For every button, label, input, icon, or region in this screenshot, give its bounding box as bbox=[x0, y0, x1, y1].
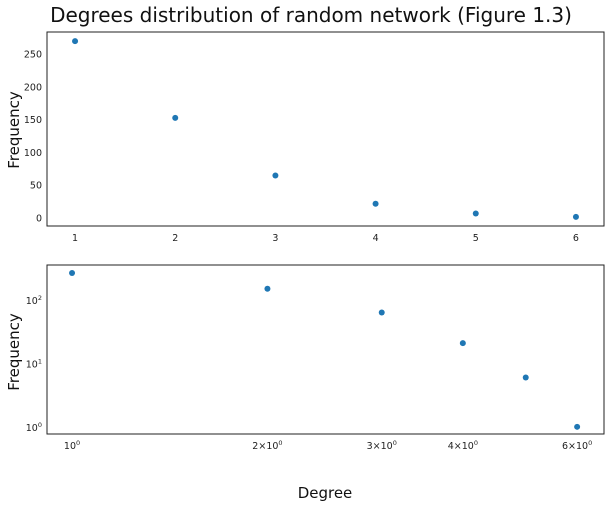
axes-frame bbox=[46, 31, 605, 227]
data-point bbox=[72, 38, 79, 45]
x-tick-exponent: 0 bbox=[278, 439, 282, 447]
linear-scatter-panel: 1 2 3 4 5 6 0 50 100 150 200 250 bbox=[24, 31, 605, 244]
x-tick-mantissa: 4× bbox=[448, 441, 462, 452]
x-tick-exponent: 0 bbox=[588, 439, 592, 447]
x-tick-label: 4×100 bbox=[448, 439, 478, 452]
y-tick-label: 250 bbox=[24, 50, 42, 61]
x-tick-mantissa: 2× bbox=[252, 441, 266, 452]
data-point bbox=[572, 213, 579, 220]
x-tick-base: 10 bbox=[266, 441, 278, 452]
chart-title: Degrees distribution of random network (… bbox=[50, 3, 572, 27]
y-tick-exponent: 2 bbox=[38, 294, 42, 302]
x-tick-exponent: 0 bbox=[76, 439, 80, 447]
x-tick-label: 5 bbox=[473, 233, 479, 244]
y-tick-label: 100 bbox=[26, 421, 42, 434]
x-tick-label: 2×100 bbox=[252, 439, 282, 452]
x-tick-label: 6 bbox=[573, 233, 579, 244]
data-point bbox=[272, 172, 279, 179]
x-tick-base: 10 bbox=[381, 441, 393, 452]
y-tick-label: 0 bbox=[36, 213, 42, 224]
x-tick-label: 6×100 bbox=[562, 439, 592, 452]
bottom-x-axis-label: Degree bbox=[298, 484, 353, 502]
data-point bbox=[378, 309, 385, 316]
y-tick-label: 50 bbox=[30, 181, 42, 192]
x-tick-label: 2 bbox=[172, 233, 178, 244]
x-tick-mantissa: 6× bbox=[562, 441, 576, 452]
data-point bbox=[522, 374, 529, 381]
data-point bbox=[264, 285, 271, 292]
y-tick-label: 100 bbox=[24, 148, 42, 159]
y-tick-label: 102 bbox=[26, 294, 42, 307]
data-point bbox=[69, 270, 76, 277]
x-tick-label: 4 bbox=[373, 233, 379, 244]
y-tick-base: 10 bbox=[26, 423, 38, 434]
x-tick-base: 10 bbox=[576, 441, 588, 452]
x-tick-label: 3×100 bbox=[367, 439, 397, 452]
y-tick-base: 10 bbox=[26, 360, 38, 371]
x-tick-mantissa: 3× bbox=[367, 441, 381, 452]
x-tick-exponent: 0 bbox=[474, 439, 478, 447]
bottom-y-axis-label: Frequency bbox=[5, 313, 23, 391]
data-point bbox=[472, 210, 479, 217]
x-tick-label: 3 bbox=[272, 233, 278, 244]
x-tick-base: 10 bbox=[462, 441, 474, 452]
y-tick-label: 150 bbox=[24, 115, 42, 126]
y-tick-base: 10 bbox=[26, 296, 38, 307]
y-tick-label: 101 bbox=[26, 358, 42, 371]
y-tick-exponent: 0 bbox=[38, 421, 42, 429]
axes-frame bbox=[46, 264, 605, 435]
data-point bbox=[172, 114, 179, 121]
y-tick-exponent: 1 bbox=[38, 358, 42, 366]
x-tick-exponent: 0 bbox=[393, 439, 397, 447]
x-tick-label: 1 bbox=[72, 233, 78, 244]
y-tick-label: 200 bbox=[24, 82, 42, 93]
data-point bbox=[372, 200, 379, 207]
x-tick-label: 100 bbox=[64, 439, 80, 452]
data-point bbox=[574, 423, 581, 430]
x-tick-base: 10 bbox=[64, 441, 76, 452]
data-point bbox=[459, 340, 466, 347]
top-y-axis-label: Frequency bbox=[5, 91, 23, 169]
